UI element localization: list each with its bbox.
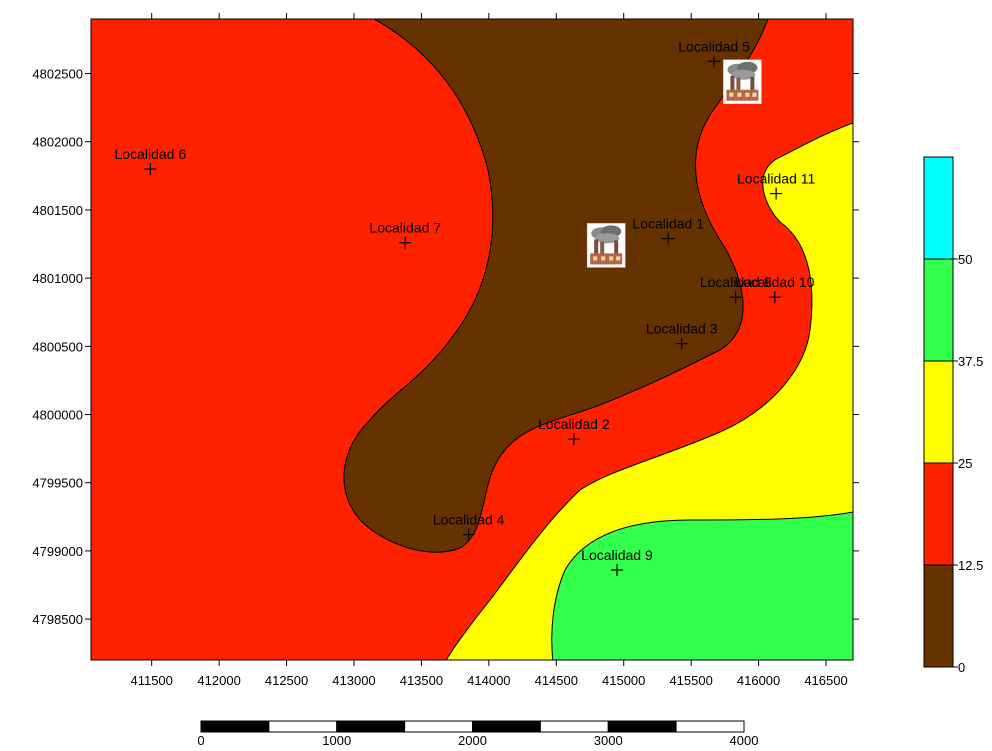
scale-segment — [472, 720, 541, 733]
plot-frame — [90, 18, 854, 661]
locality-marker: Localidad 7 — [369, 220, 441, 249]
y-tick-label: 4802000 — [32, 135, 83, 150]
color-legend: 0 12.5 25 37.5 50 — [923, 156, 983, 675]
locality-markers: Localidad 1 Localidad 2 Localidad 3 Localid… — [115, 38, 816, 576]
legend-band — [923, 564, 954, 668]
x-tick-label: 411500 — [130, 673, 172, 688]
legend-band — [923, 156, 954, 260]
y-tick-label: 4802500 — [32, 67, 83, 82]
y-tick-label: 4801000 — [32, 271, 83, 286]
y-tick-label: 4800000 — [32, 408, 83, 423]
x-tick-label: 414500 — [535, 673, 578, 688]
locality-marker: Localidad 4 — [433, 512, 505, 541]
locality-marker: Localidad 9 — [581, 547, 653, 576]
factory-icon — [723, 59, 762, 104]
x-tick-label: 414000 — [467, 673, 510, 688]
legend-band — [923, 258, 954, 362]
scale-label: 2000 — [458, 733, 487, 748]
scale-label: 4000 — [730, 733, 759, 748]
x-tick-label: 415500 — [669, 673, 712, 688]
x-tick-label: 412000 — [197, 673, 240, 688]
scale-segment — [268, 720, 338, 733]
factory-icon — [586, 223, 626, 268]
x-tick-label: 413500 — [400, 673, 443, 688]
zone-0-12-5 — [343, 19, 769, 553]
locality-label: Localidad 3 — [646, 321, 718, 337]
scale-label: 0 — [197, 733, 204, 748]
scale-label: 3000 — [594, 733, 623, 748]
locality-marker: Localidad 3 — [646, 321, 718, 350]
scale-segment — [539, 720, 609, 733]
locality-marker: Localidad 11 — [737, 171, 816, 200]
contour-zones — [91, 19, 853, 660]
locality-label: Localidad 10 — [735, 274, 815, 290]
legend-band — [923, 360, 954, 464]
y-axis-ticks: 4798500 4799000 4799500 4800000 4800500 48010… — [32, 67, 859, 627]
locality-marker: Localidad 2 — [538, 416, 610, 446]
x-tick-label: 416500 — [804, 673, 847, 688]
locality-label: Localidad 6 — [115, 146, 187, 162]
y-tick-label: 4799500 — [32, 476, 83, 491]
legend-label: 12.5 — [958, 558, 983, 573]
x-tick-label: 413000 — [332, 673, 375, 688]
locality-marker: Localidad 6 — [115, 146, 187, 176]
locality-label: Localidad 11 — [737, 171, 816, 187]
y-tick-label: 4799000 — [32, 544, 83, 559]
legend-band — [923, 462, 954, 566]
locality-label: Localidad 7 — [369, 220, 441, 236]
scale-segment — [675, 720, 745, 733]
locality-marker: Localidad 5 — [678, 38, 750, 68]
factory-layer — [586, 59, 762, 268]
x-tick-label: 415000 — [602, 673, 645, 688]
scale-bar: 0 1000 2000 3000 4000 — [197, 720, 759, 748]
scale-segment — [200, 720, 270, 733]
scale-segment — [607, 720, 677, 733]
y-tick-label: 4800500 — [32, 339, 83, 354]
locality-label: Localidad 9 — [581, 547, 653, 563]
locality-marker: Localidad 10 — [735, 274, 815, 304]
locality-label: Localidad 8 — [700, 274, 772, 290]
locality-label: Localidad 5 — [678, 38, 750, 54]
x-tick-label: 412500 — [265, 673, 308, 688]
scale-segment — [404, 720, 473, 733]
locality-marker: Localidad 8 — [700, 274, 772, 304]
x-axis-ticks: 411500 412000 412500 413000 413500 414000 4145… — [130, 13, 848, 688]
y-tick-label: 4801500 — [32, 203, 83, 218]
locality-marker: Localidad 1 — [632, 216, 704, 245]
legend-label: 37.5 — [958, 354, 983, 369]
y-tick-label: 4798500 — [32, 612, 83, 627]
locality-label: Localidad 4 — [433, 512, 505, 528]
x-tick-label: 416000 — [737, 673, 780, 688]
locality-label: Localidad 2 — [538, 416, 610, 432]
legend-label: 50 — [958, 252, 972, 267]
scale-segment — [336, 720, 406, 733]
legend-label: 25 — [958, 456, 972, 471]
zone-37-5-50 — [551, 511, 853, 660]
locality-label: Localidad 1 — [632, 216, 704, 232]
scale-label: 1000 — [322, 733, 351, 748]
legend-label: 0 — [958, 660, 965, 675]
